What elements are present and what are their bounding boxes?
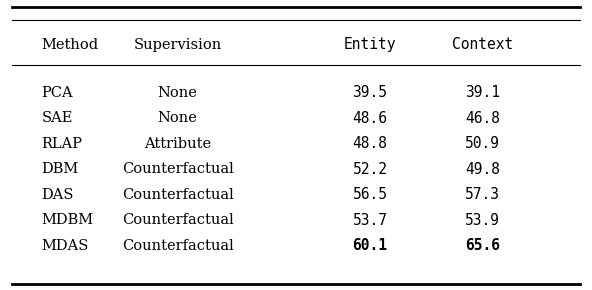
Text: Supervision: Supervision: [133, 38, 222, 52]
Text: 52.2: 52.2: [352, 162, 388, 177]
Text: DBM: DBM: [41, 162, 79, 176]
Text: 57.3: 57.3: [465, 187, 500, 202]
Text: MDBM: MDBM: [41, 213, 94, 227]
Text: Entity: Entity: [344, 37, 396, 52]
Text: DAS: DAS: [41, 188, 74, 202]
Text: 48.8: 48.8: [352, 136, 388, 151]
Text: MDAS: MDAS: [41, 239, 89, 253]
Text: 46.8: 46.8: [465, 111, 500, 126]
Text: Context: Context: [452, 37, 513, 52]
Text: PCA: PCA: [41, 86, 73, 100]
Text: Attribute: Attribute: [144, 137, 211, 151]
Text: 49.8: 49.8: [465, 162, 500, 177]
Text: None: None: [157, 111, 198, 125]
Text: Counterfactual: Counterfactual: [122, 162, 233, 176]
Text: Counterfactual: Counterfactual: [122, 213, 233, 227]
Text: Method: Method: [41, 38, 98, 52]
Text: 56.5: 56.5: [352, 187, 388, 202]
Text: Counterfactual: Counterfactual: [122, 239, 233, 253]
Text: 53.7: 53.7: [352, 213, 388, 228]
Text: 39.5: 39.5: [352, 85, 388, 100]
Text: 39.1: 39.1: [465, 85, 500, 100]
Text: None: None: [157, 86, 198, 100]
Text: 48.6: 48.6: [352, 111, 388, 126]
Text: RLAP: RLAP: [41, 137, 82, 151]
Text: 65.6: 65.6: [465, 238, 500, 253]
Text: 50.9: 50.9: [465, 136, 500, 151]
Text: 53.9: 53.9: [465, 213, 500, 228]
Text: SAE: SAE: [41, 111, 73, 125]
Text: Counterfactual: Counterfactual: [122, 188, 233, 202]
Text: 60.1: 60.1: [352, 238, 388, 253]
